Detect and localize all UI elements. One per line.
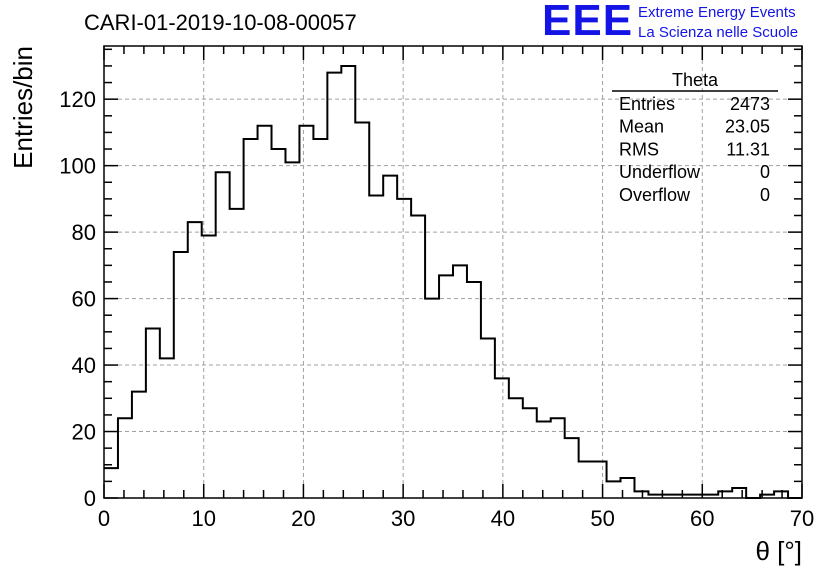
histogram-bin	[397, 199, 411, 498]
stats-box: Theta Entries 2473 Mean 23.05 RMS 11.31 Underf…	[612, 70, 778, 205]
histogram-bin	[202, 235, 216, 498]
page-title: CARI-01-2019-10-08-00057	[84, 10, 357, 35]
histogram-bin	[272, 149, 286, 498]
stats-label: Entries	[619, 94, 675, 114]
y-tick-label: 20	[72, 420, 96, 445]
histogram-bin	[551, 418, 565, 498]
histogram-bin	[732, 488, 746, 498]
x-axis-title: θ [°]	[755, 536, 802, 566]
histogram-bin	[132, 392, 146, 498]
histogram-bin	[216, 172, 230, 498]
stats-label: Underflow	[619, 162, 701, 182]
stats-value: 11.31	[726, 139, 770, 159]
x-tick-label: 60	[690, 506, 714, 531]
histogram-bin	[369, 196, 383, 498]
histogram-bin	[425, 299, 439, 498]
histogram-bin	[411, 216, 425, 499]
stats-label: Overflow	[619, 185, 691, 205]
logo-mark: EEE	[542, 0, 634, 45]
grid-layer	[104, 46, 802, 498]
x-tick-label: 0	[98, 506, 110, 531]
stats-value: 23.05	[725, 117, 770, 137]
plot-frame	[103, 45, 803, 499]
histogram-bin	[453, 265, 467, 498]
histogram-bin	[299, 126, 313, 498]
histogram-bin	[383, 176, 397, 498]
histogram-outline	[104, 64, 802, 499]
histogram-bin	[118, 418, 132, 498]
histogram-bin	[439, 275, 453, 498]
stats-label: RMS	[619, 139, 659, 159]
y-tick-label: 0	[84, 486, 96, 511]
y-tick-label: 40	[72, 353, 96, 378]
histogram-bin	[593, 461, 607, 498]
y-tick-label: 80	[72, 220, 96, 245]
x-tick-label: 20	[291, 506, 315, 531]
histogram-bin	[523, 408, 537, 498]
histogram-bin	[244, 139, 258, 498]
histogram-bin	[341, 66, 355, 498]
x-tick-label: 70	[790, 506, 814, 531]
histogram-bin	[160, 358, 174, 498]
y-axis-title: Entries/bin	[8, 46, 38, 169]
histogram-bin	[565, 438, 579, 498]
histogram-bin	[258, 126, 272, 498]
stats-value: 2473	[730, 94, 770, 114]
histogram-bin	[285, 162, 299, 498]
stats-label: Mean	[619, 117, 664, 137]
stats-value: 0	[760, 162, 770, 182]
histogram-bin	[104, 468, 118, 498]
stats-title: Theta	[672, 70, 719, 90]
logo-line-1: Extreme Energy Events	[638, 4, 796, 21]
x-tick-label: 50	[590, 506, 614, 531]
stats-rows: Entries 2473 Mean 23.05 RMS 11.31 Underflow 0 Ov…	[619, 94, 770, 205]
y-tick-label: 120	[59, 87, 96, 112]
eee-logo: EEE Extreme Energy Events La Scienza nel…	[540, 0, 830, 46]
histogram-bars	[104, 66, 788, 498]
histogram-bin	[146, 329, 160, 499]
tick-labels: 0 10 20 30 40 50 60 70 0 20 40 60 80 100 120	[59, 87, 814, 531]
histogram-bin	[313, 139, 327, 498]
histogram-bin	[495, 378, 509, 498]
stats-value: 0	[760, 185, 770, 205]
histogram-bin	[467, 282, 481, 498]
histogram-bin	[230, 209, 244, 498]
histogram-bin	[355, 122, 369, 498]
histogram-bin	[607, 481, 621, 498]
histogram-bin	[509, 398, 523, 498]
x-tick-label: 10	[191, 506, 215, 531]
histogram-bin	[481, 338, 495, 498]
logo-line-2: La Scienza nelle Scuole	[638, 24, 799, 41]
x-tick-label: 30	[391, 506, 415, 531]
x-tick-label: 40	[491, 506, 515, 531]
histogram-bin	[174, 252, 188, 498]
histogram-bin	[579, 461, 593, 498]
y-tick-label: 100	[59, 154, 96, 179]
histogram-bin	[188, 222, 202, 498]
histogram-bin	[537, 422, 551, 498]
histogram-bin	[327, 73, 341, 498]
y-tick-label: 60	[72, 287, 96, 312]
